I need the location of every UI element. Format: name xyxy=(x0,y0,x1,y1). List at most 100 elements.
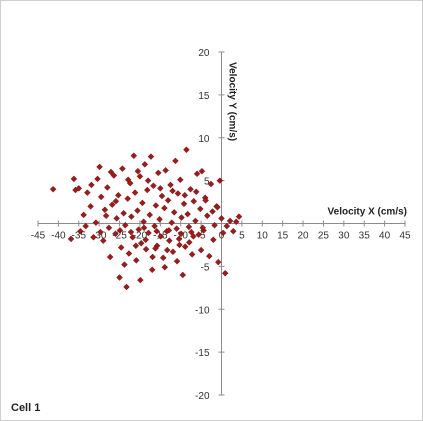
data-point xyxy=(119,165,126,172)
data-point xyxy=(190,233,197,240)
data-point xyxy=(177,176,184,184)
data-point xyxy=(139,199,146,207)
y-tick-label: -15 xyxy=(195,348,210,359)
data-point xyxy=(163,246,171,254)
x-axis-title: Velocity X (cm/s) xyxy=(328,207,407,218)
data-point xyxy=(97,228,104,236)
data-point xyxy=(92,219,100,226)
data-point xyxy=(94,175,101,183)
data-point xyxy=(210,236,217,244)
data-point xyxy=(214,258,222,266)
data-point xyxy=(96,163,103,171)
data-point xyxy=(67,235,75,243)
data-point xyxy=(142,236,149,244)
data-point xyxy=(176,241,183,249)
x-tick-label: 30 xyxy=(338,231,350,242)
data-point xyxy=(115,191,122,199)
y-tick-label: -20 xyxy=(195,391,210,402)
data-point xyxy=(137,239,145,247)
data-point xyxy=(175,235,183,243)
data-point xyxy=(106,253,114,261)
data-point xyxy=(186,239,193,246)
data-point xyxy=(153,227,160,235)
data-point xyxy=(112,230,119,238)
x-tick-label: -20 xyxy=(133,231,148,242)
y-tick-label: 15 xyxy=(198,91,210,102)
data-point xyxy=(192,188,200,196)
data-point xyxy=(205,252,213,260)
data-point xyxy=(184,210,191,218)
data-point xyxy=(130,152,138,160)
data-point xyxy=(136,173,144,180)
x-tick-label: 40 xyxy=(379,231,391,242)
data-point xyxy=(216,177,224,184)
data-point xyxy=(121,221,129,229)
data-point xyxy=(198,167,206,175)
data-point xyxy=(178,214,185,221)
data-point xyxy=(147,153,155,160)
data-point xyxy=(104,184,111,191)
data-point xyxy=(193,170,201,178)
data-point xyxy=(134,167,142,175)
data-point xyxy=(77,227,84,235)
data-point xyxy=(128,213,135,220)
data-point xyxy=(207,180,215,188)
x-tick-label: -25 xyxy=(112,231,127,242)
data-point xyxy=(70,175,78,183)
data-point xyxy=(123,283,130,291)
data-point xyxy=(161,263,169,271)
data-point xyxy=(121,261,128,268)
data-point xyxy=(124,176,132,184)
data-point xyxy=(113,215,120,222)
data-point xyxy=(214,203,221,211)
data-point xyxy=(195,231,202,238)
data-point xyxy=(140,224,148,232)
data-point xyxy=(155,169,162,177)
data-point xyxy=(152,202,160,209)
data-point xyxy=(131,189,139,196)
data-point xyxy=(127,228,135,236)
data-point xyxy=(219,229,227,237)
data-point xyxy=(141,161,149,168)
data-point xyxy=(144,186,151,194)
data-point xyxy=(49,185,57,193)
data-point xyxy=(145,229,152,237)
data-point xyxy=(132,242,140,250)
data-point xyxy=(179,271,187,279)
data-point xyxy=(192,217,199,225)
data-point xyxy=(183,146,190,154)
data-point xyxy=(90,233,97,241)
data-point xyxy=(221,269,229,277)
x-tick-label: 20 xyxy=(297,231,309,242)
data-point xyxy=(181,191,189,199)
data-point xyxy=(159,254,167,262)
x-tick-label: 45 xyxy=(399,231,411,242)
data-point xyxy=(156,215,163,223)
data-point xyxy=(157,185,164,192)
data-point xyxy=(170,209,178,216)
x-tick-label: 10 xyxy=(257,231,269,242)
data-point xyxy=(211,221,218,229)
data-point xyxy=(167,181,174,189)
data-point xyxy=(97,193,105,201)
data-point xyxy=(190,197,198,205)
data-point xyxy=(84,189,91,196)
data-point xyxy=(144,177,152,184)
data-point xyxy=(162,167,169,174)
x-tick-label: -30 xyxy=(92,231,107,242)
data-points xyxy=(49,146,243,291)
y-tick-label: 10 xyxy=(198,134,210,145)
data-point xyxy=(161,204,168,212)
data-point xyxy=(125,250,133,257)
data-point xyxy=(149,253,156,261)
y-axis-title: Velocity Y (cm/s) xyxy=(227,62,238,141)
data-point xyxy=(129,233,136,241)
y-tick-label: 5 xyxy=(204,177,210,188)
x-tick-label: 5 xyxy=(239,231,245,242)
data-point xyxy=(108,201,116,208)
data-point xyxy=(197,246,205,254)
x-tick-label: -35 xyxy=(72,231,87,242)
data-point xyxy=(117,244,125,251)
data-point xyxy=(177,230,185,238)
